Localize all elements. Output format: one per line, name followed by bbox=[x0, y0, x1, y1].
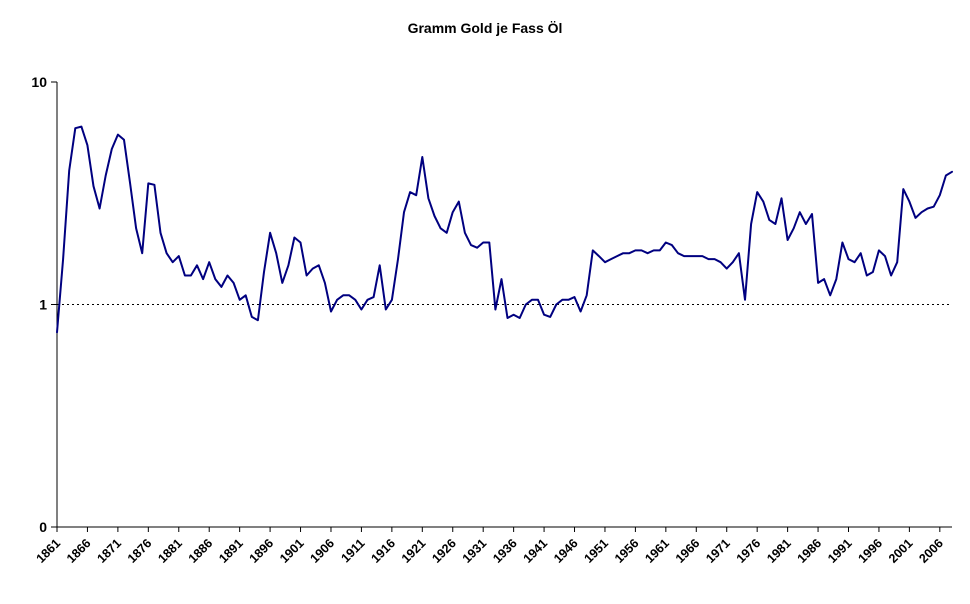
x-axis-tick-label: 1876 bbox=[125, 536, 155, 566]
x-axis-tick-label: 1996 bbox=[855, 536, 885, 566]
x-axis-tick-label: 1891 bbox=[216, 536, 246, 566]
x-axis-tick-label: 1921 bbox=[399, 536, 429, 566]
x-axis-tick-label: 1866 bbox=[64, 536, 94, 566]
x-axis-tick-label: 2001 bbox=[886, 536, 916, 566]
x-axis-tick-label: 1941 bbox=[521, 536, 551, 566]
x-axis-tick-label: 1896 bbox=[247, 536, 277, 566]
x-axis-tick-label: 1916 bbox=[368, 536, 398, 566]
x-axis-tick-label: 1956 bbox=[612, 536, 642, 566]
x-axis-tick-label: 1931 bbox=[460, 536, 490, 566]
x-axis-tick-label: 1901 bbox=[277, 536, 307, 566]
y-axis-tick-label: 10 bbox=[31, 74, 47, 90]
x-axis-tick-label: 1986 bbox=[795, 536, 825, 566]
x-axis-tick-label: 1881 bbox=[155, 536, 185, 566]
x-axis-tick-label: 2006 bbox=[916, 536, 946, 566]
y-axis-tick-label: 1 bbox=[39, 297, 47, 313]
x-axis-tick-label: 1926 bbox=[429, 536, 459, 566]
x-axis-tick-label: 1961 bbox=[642, 536, 672, 566]
x-axis-tick-label: 1936 bbox=[490, 536, 520, 566]
chart-title: Gramm Gold je Fass Öl bbox=[408, 20, 563, 36]
x-axis-tick-label: 1906 bbox=[308, 536, 338, 566]
x-axis-tick-label: 1861 bbox=[34, 536, 64, 566]
x-axis-tick-label: 1871 bbox=[94, 536, 124, 566]
x-axis-tick-label: 1886 bbox=[186, 536, 216, 566]
x-axis-tick-label: 1951 bbox=[582, 536, 612, 566]
x-axis-tick-label: 1946 bbox=[551, 536, 581, 566]
series-line bbox=[56, 125, 953, 334]
x-axis-tick-label: 1966 bbox=[673, 536, 703, 566]
x-axis-tick-label: 1981 bbox=[764, 536, 794, 566]
x-axis-tick-label: 1976 bbox=[734, 536, 764, 566]
x-axis-tick-label: 1911 bbox=[338, 536, 367, 565]
x-axis-tick-label: 1971 bbox=[703, 536, 733, 566]
x-axis-tick-label: 1991 bbox=[825, 536, 855, 566]
y-axis-tick-label: 0 bbox=[39, 519, 47, 535]
